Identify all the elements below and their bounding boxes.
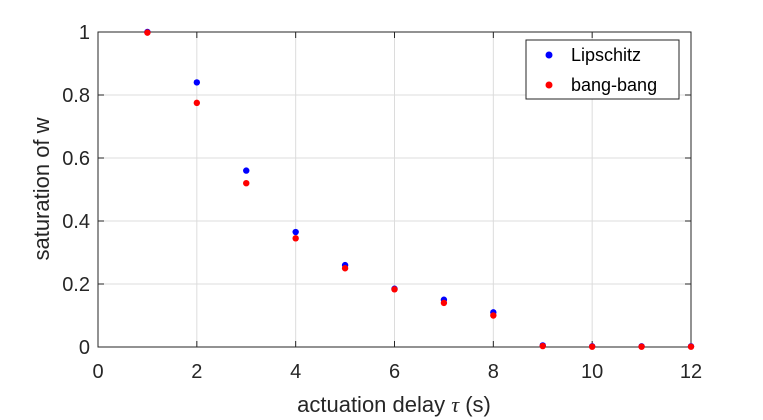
legend-marker-bang-bang — [545, 81, 553, 89]
data-point-bang-bang — [588, 343, 596, 350]
x-tick-labels: 0 2 4 6 8 10 12 — [92, 361, 702, 383]
y-tick-labels: 0 0.2 0.4 0.6 0.8 1 — [62, 22, 90, 359]
data-point-lipschitz — [193, 79, 201, 86]
x-tick-label: 10 — [581, 361, 603, 383]
x-tick-label: 8 — [488, 361, 499, 383]
x-tick-label: 6 — [389, 361, 400, 383]
tick-marks — [97, 31, 692, 348]
y-tick-label: 0 — [79, 337, 90, 359]
x-tick-label: 4 — [290, 361, 301, 383]
data-point-bang-bang — [539, 342, 546, 350]
x-tick-label: 2 — [191, 361, 202, 383]
data-point-bang-bang — [391, 286, 398, 293]
y-tick-label: 1 — [79, 22, 90, 44]
legend: Lipschitz bang-bang — [525, 39, 680, 100]
y-tick-label: 0.8 — [62, 85, 90, 107]
data-point-bang-bang — [193, 99, 201, 107]
data-point-bang-bang — [144, 29, 151, 36]
data-points — [144, 28, 695, 350]
legend-label-bang-bang: bang-bang — [571, 75, 657, 95]
y-tick-label: 0.2 — [62, 274, 90, 296]
y-axis-title: saturation of w — [29, 117, 54, 260]
data-point-bang-bang — [440, 299, 448, 307]
x-tick-label: 12 — [680, 361, 702, 383]
data-point-bang-bang — [638, 343, 645, 350]
legend-box — [525, 39, 680, 100]
data-point-bang-bang — [687, 343, 695, 350]
data-point-bang-bang — [292, 235, 299, 242]
data-point-lipschitz — [243, 167, 250, 174]
data-point-bang-bang — [341, 265, 349, 272]
y-tick-label: 0.6 — [62, 148, 90, 170]
legend-marker-lipschitz — [545, 51, 553, 59]
data-point-bang-bang — [490, 312, 497, 319]
data-point-lipschitz — [292, 228, 299, 236]
y-tick-label: 0.4 — [62, 211, 90, 233]
x-axis-title: actuation delay τ (s) — [297, 392, 491, 417]
x-tick-label: 0 — [92, 361, 103, 383]
data-point-bang-bang — [243, 180, 250, 187]
legend-label-lipschitz: Lipschitz — [571, 45, 641, 65]
